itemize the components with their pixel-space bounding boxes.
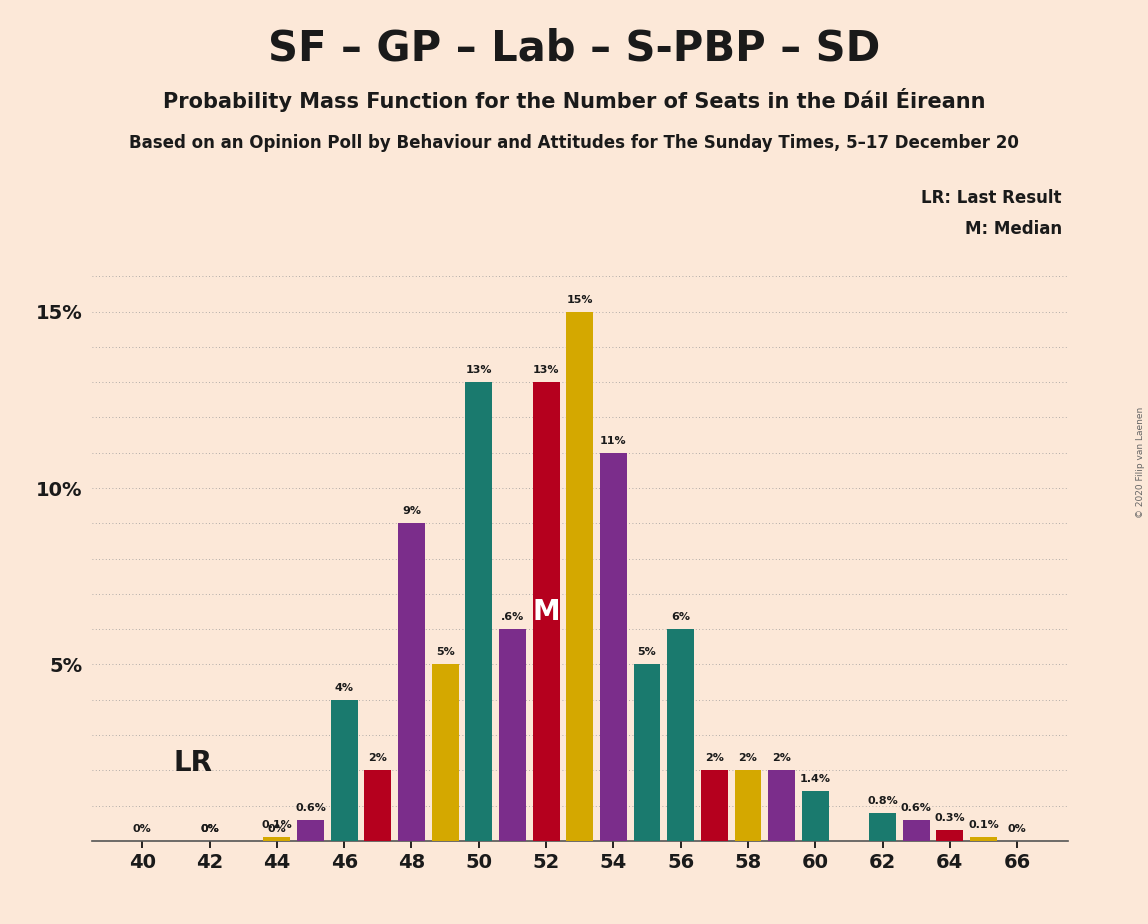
Text: 15%: 15% (566, 295, 594, 305)
Bar (398, 523, 425, 841)
Bar (263, 837, 290, 841)
Text: Probability Mass Function for the Number of Seats in the Dáil Éireann: Probability Mass Function for the Number… (163, 88, 985, 112)
Text: 0.1%: 0.1% (968, 821, 999, 831)
Bar (735, 771, 761, 841)
Text: 0.6%: 0.6% (295, 803, 326, 812)
Bar (432, 664, 458, 841)
Text: 13%: 13% (466, 365, 492, 375)
Text: Based on an Opinion Poll by Behaviour and Attitudes for The Sunday Times, 5–17 D: Based on an Opinion Poll by Behaviour an… (129, 134, 1019, 152)
Bar (499, 629, 526, 841)
Bar (937, 831, 963, 841)
Bar (533, 383, 559, 841)
Bar (970, 837, 996, 841)
Bar (902, 820, 930, 841)
Text: LR: LR (173, 749, 212, 777)
Bar (701, 771, 728, 841)
Text: 11%: 11% (600, 436, 627, 445)
Text: 0.1%: 0.1% (262, 821, 293, 831)
Bar (768, 771, 796, 841)
Text: 2%: 2% (773, 753, 791, 763)
Text: 2%: 2% (738, 753, 758, 763)
Bar (869, 812, 897, 841)
Text: M: M (533, 598, 560, 626)
Bar (364, 771, 391, 841)
Text: 0%: 0% (133, 824, 152, 833)
Text: 0.3%: 0.3% (934, 813, 965, 823)
Bar (634, 664, 660, 841)
Text: 0.6%: 0.6% (901, 803, 932, 812)
Text: 2%: 2% (369, 753, 387, 763)
Text: 6%: 6% (672, 612, 690, 622)
Text: 0%: 0% (1008, 824, 1026, 833)
Text: © 2020 Filip van Laenen: © 2020 Filip van Laenen (1135, 407, 1145, 517)
Text: .6%: .6% (501, 612, 525, 622)
Text: 9%: 9% (402, 506, 421, 517)
Bar (566, 311, 594, 841)
Text: 0%: 0% (267, 824, 286, 833)
Bar (465, 383, 492, 841)
Text: 5%: 5% (637, 648, 657, 657)
Text: 0%: 0% (200, 824, 219, 833)
Bar (667, 629, 695, 841)
Bar (801, 792, 829, 841)
Text: 0%: 0% (200, 824, 219, 833)
Text: 4%: 4% (335, 683, 354, 693)
Text: 2%: 2% (705, 753, 723, 763)
Text: 1.4%: 1.4% (800, 774, 831, 784)
Text: LR: Last Result: LR: Last Result (922, 189, 1062, 207)
Text: SF – GP – Lab – S-PBP – SD: SF – GP – Lab – S-PBP – SD (267, 28, 881, 69)
Text: 13%: 13% (533, 365, 559, 375)
Bar (600, 453, 627, 841)
Text: 0.8%: 0.8% (867, 796, 898, 806)
Text: 5%: 5% (436, 648, 455, 657)
Bar (297, 820, 324, 841)
Text: M: Median: M: Median (964, 220, 1062, 237)
Bar (331, 699, 358, 841)
